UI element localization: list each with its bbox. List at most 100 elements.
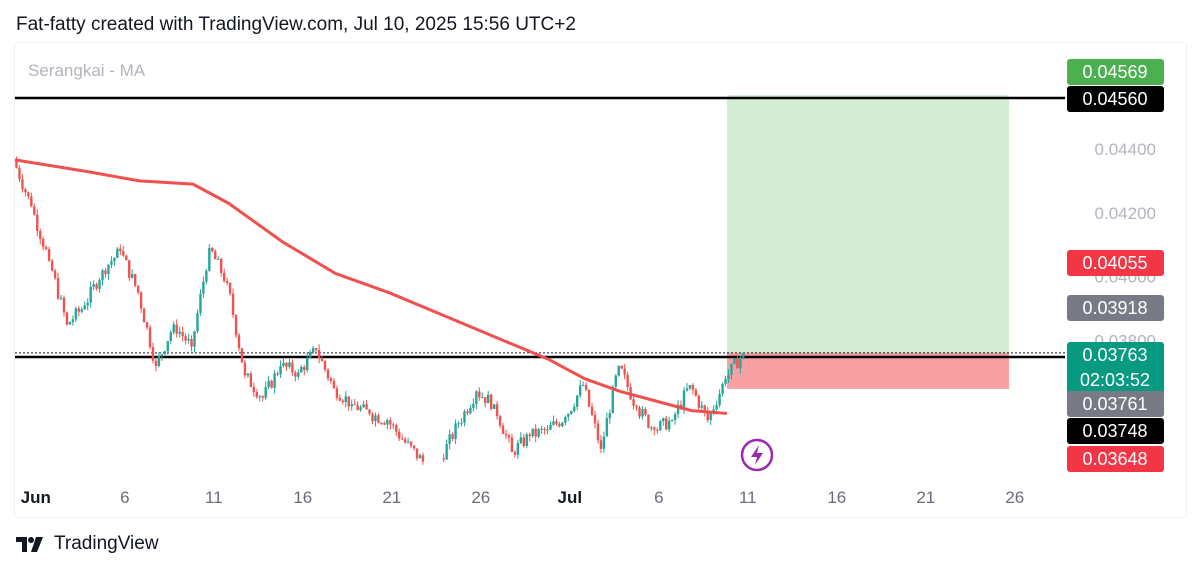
price-label-bg: [1067, 295, 1164, 321]
candle-body: [125, 255, 128, 261]
x-tick-label: 16: [827, 488, 846, 507]
candle-body: [362, 404, 365, 408]
candle-body: [620, 365, 623, 369]
candle-body: [706, 411, 709, 421]
candles: [15, 156, 745, 465]
candle-body: [71, 319, 75, 322]
candle-body: [44, 247, 48, 250]
candle-body: [561, 422, 564, 427]
candle-body: [95, 284, 98, 289]
candle-body: [519, 437, 523, 444]
candle-body: [724, 378, 727, 384]
candle-body: [442, 458, 445, 460]
candle-body: [611, 386, 614, 414]
candle-body: [395, 425, 398, 432]
candle-body: [222, 272, 226, 281]
candle-body: [478, 391, 481, 398]
candle-body: [122, 251, 125, 256]
candle-body: [320, 358, 324, 362]
ma-line[interactable]: [14, 158, 728, 415]
candle-body: [653, 427, 656, 430]
candle-body: [739, 357, 742, 369]
candle-body: [540, 428, 543, 430]
candle-body: [234, 315, 238, 336]
stop-zone[interactable]: [727, 352, 1009, 389]
candle-body: [74, 308, 78, 320]
price-label-bg: [1067, 342, 1164, 396]
candle-body: [249, 373, 253, 387]
candle-body: [727, 374, 730, 379]
candle-body: [736, 358, 739, 369]
candle-body: [311, 348, 315, 353]
lightning-icon[interactable]: [740, 438, 774, 472]
candle-body: [457, 423, 460, 425]
candle-body: [418, 455, 422, 459]
candle-body: [175, 324, 178, 334]
candle-body: [154, 360, 158, 366]
candle-body: [101, 270, 104, 281]
candle-body: [656, 429, 659, 431]
candle-body: [56, 278, 60, 299]
candle-body: [567, 413, 570, 417]
x-tick-label: 11: [205, 488, 223, 507]
price-label: 0.04569: [1067, 59, 1164, 85]
candle-body: [552, 421, 555, 425]
candle-body: [338, 398, 342, 401]
candle-body: [626, 374, 629, 388]
candle-body: [199, 293, 202, 314]
candle-body: [448, 434, 451, 444]
candle-body: [392, 424, 395, 426]
candle-body: [24, 189, 27, 193]
candle-body: [30, 196, 33, 207]
candle-body: [623, 368, 626, 375]
candle-body: [86, 302, 89, 306]
candle-body: [347, 396, 350, 407]
candle-body: [632, 399, 635, 406]
candle-body: [730, 363, 733, 375]
candle-body: [475, 391, 478, 404]
candle-body: [412, 445, 416, 449]
candle-body: [237, 335, 241, 349]
candle-body: [326, 369, 330, 379]
price-label-bg: [1067, 59, 1164, 85]
candle-body: [383, 423, 386, 425]
candle-body: [721, 383, 724, 394]
candle-body: [700, 405, 703, 408]
candle-body: [546, 429, 549, 431]
candle-body: [522, 437, 525, 447]
candle-body: [110, 261, 113, 265]
candle-body: [593, 414, 597, 424]
candle-body: [400, 438, 404, 440]
candle-body: [267, 380, 270, 387]
candle-body: [187, 338, 190, 341]
candle-body: [688, 385, 692, 389]
price-label: 0.04055: [1067, 250, 1164, 276]
target-zone[interactable]: [727, 95, 1009, 353]
candle-body: [136, 285, 140, 293]
candle-body: [647, 414, 650, 428]
candle-body: [691, 385, 695, 390]
candle-body: [534, 428, 537, 437]
candle-body: [258, 396, 261, 398]
candle-body: [528, 434, 531, 437]
candle-body: [451, 434, 454, 439]
candle-body: [564, 416, 567, 423]
price-label-text: 0.03918: [1082, 298, 1147, 318]
candle-body: [605, 418, 609, 437]
price-label-bg: [1067, 446, 1164, 472]
candle-body: [715, 405, 718, 410]
candle-body: [587, 389, 591, 407]
candle-body: [148, 327, 152, 348]
candle-body: [36, 214, 39, 231]
candle-body: [15, 159, 18, 168]
candle-body: [673, 414, 677, 421]
price-label: 0.03763 02:03:52: [1067, 342, 1164, 396]
candle-body: [39, 230, 42, 239]
candle-body: [525, 434, 528, 447]
candle-body: [638, 407, 641, 417]
candle-body: [309, 352, 312, 358]
x-tick-label: 26: [1005, 488, 1024, 507]
x-tick-label: 21: [916, 488, 935, 507]
x-tick-label: 21: [382, 488, 401, 507]
